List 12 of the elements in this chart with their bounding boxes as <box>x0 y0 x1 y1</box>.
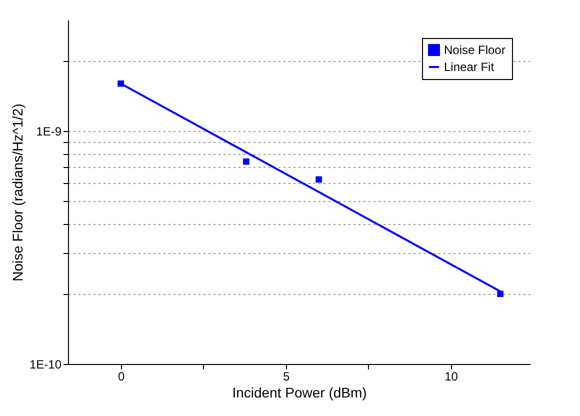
point <box>316 176 322 183</box>
x-tick-label: 10 <box>444 370 458 384</box>
y-axis-title: Noise Floor (radians/Hz^1/2) <box>9 104 26 282</box>
legend-label: Noise Floor <box>444 43 506 57</box>
x-tick-label: 0 <box>118 370 125 384</box>
x-tick-label: 5 <box>282 370 290 384</box>
legend-label: Linear Fit <box>444 60 495 74</box>
point <box>497 290 504 298</box>
y-tick-label: 1E-10 <box>29 358 62 372</box>
x-axis-title: Incident Power (dBm) <box>232 384 367 400</box>
y-tick-label: 1E-9 <box>36 124 62 139</box>
point <box>243 158 250 165</box>
